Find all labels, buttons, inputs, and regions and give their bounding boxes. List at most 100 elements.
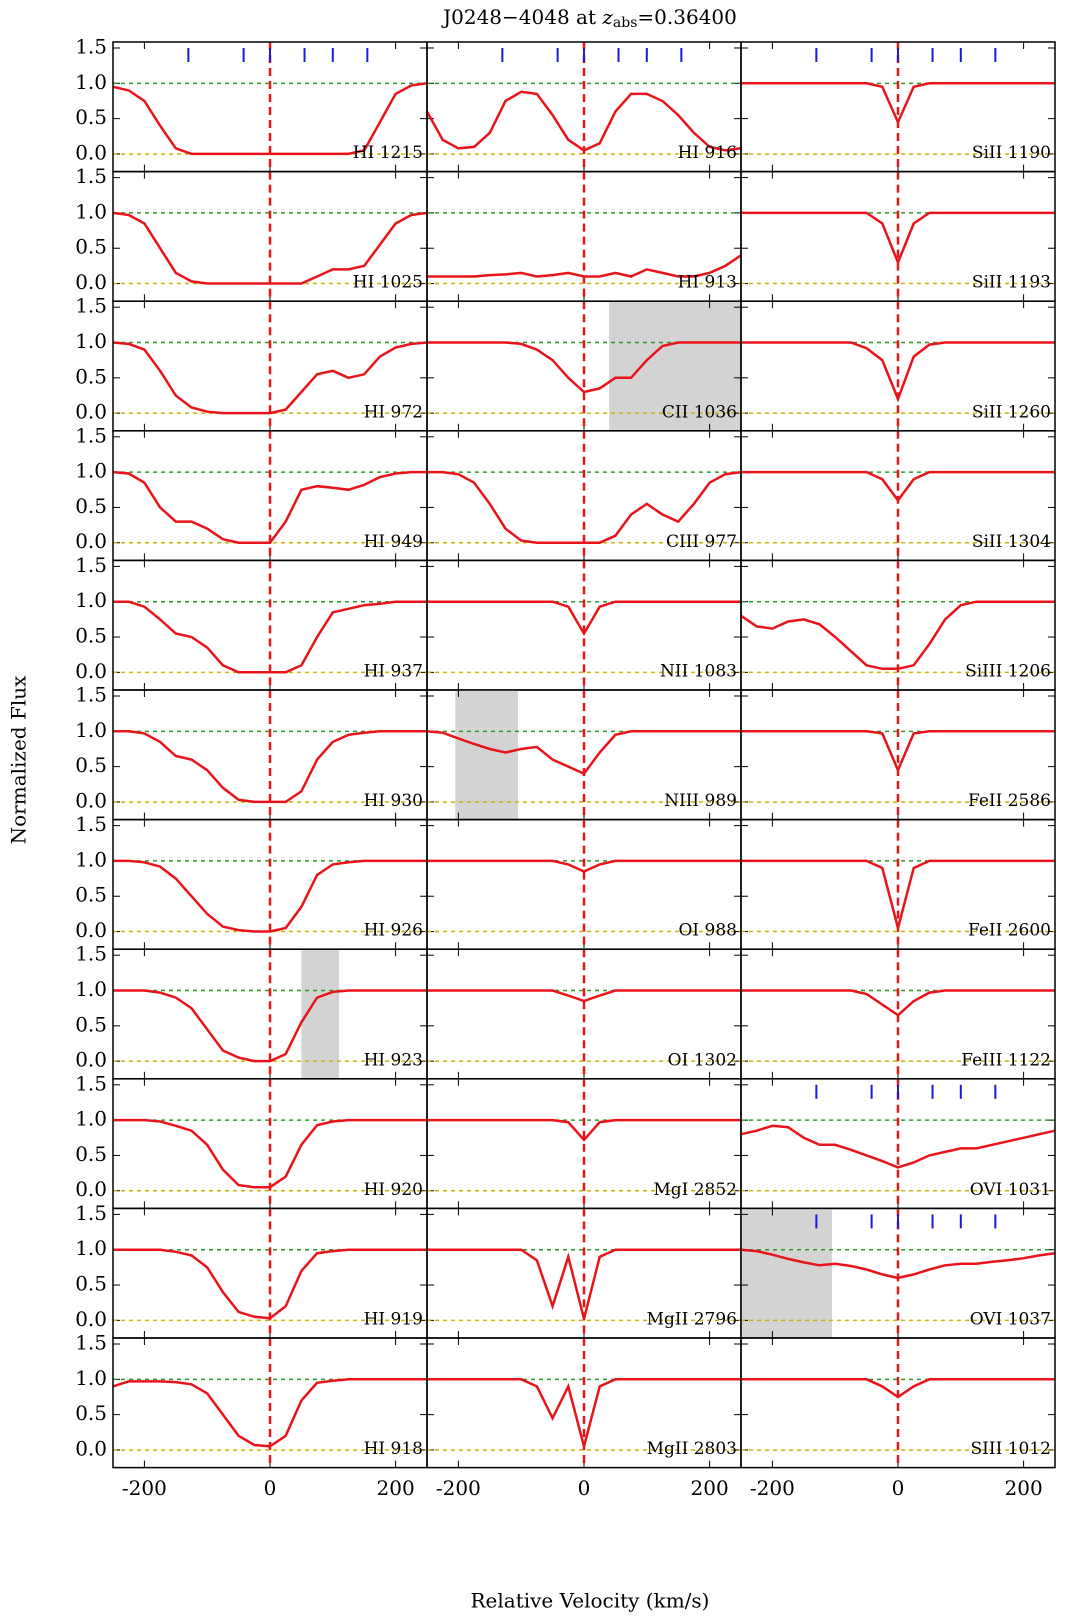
- title-var: z: [601, 5, 613, 29]
- x-tick-label: 0: [264, 1476, 277, 1500]
- y-tick-label: 0.5: [75, 105, 107, 129]
- model-profile: [427, 1118, 741, 1142]
- y-tick-label: 0.0: [75, 788, 107, 812]
- model-profile: [112, 82, 428, 156]
- line-label: SiII 1304: [972, 532, 1051, 552]
- model-profile: [113, 730, 427, 804]
- x-tick-label: -200: [122, 1476, 167, 1500]
- line-label: FeII 2586: [968, 791, 1051, 811]
- model-profile: [113, 859, 427, 933]
- line-label: CII 1036: [662, 402, 737, 422]
- model-profile: [741, 989, 1055, 1017]
- y-tick-label: 1.0: [75, 70, 107, 94]
- y-tick-label: 0.0: [75, 1436, 107, 1460]
- x-tick-label: 200: [1005, 1476, 1043, 1500]
- model-profile: [112, 211, 428, 285]
- model-profile: [113, 1118, 427, 1189]
- y-tick-label: 1.0: [75, 329, 107, 353]
- y-tick-label: 1.5: [75, 683, 107, 707]
- line-label: HI 972: [364, 402, 423, 422]
- model-profile: [740, 1124, 1056, 1169]
- model-profile: [741, 82, 1055, 126]
- line-label: OI 988: [678, 921, 737, 941]
- masked-region: [741, 1208, 833, 1338]
- line-label: HI 1215: [353, 143, 423, 163]
- model-profile: [427, 254, 742, 278]
- line-label: HI 923: [364, 1050, 423, 1070]
- line-label: NIII 989: [664, 791, 737, 811]
- masked-region: [455, 690, 519, 820]
- model-profile: [741, 211, 1055, 266]
- x-tick-label: -200: [750, 1476, 795, 1500]
- line-label: SiII 1193: [972, 273, 1051, 293]
- y-tick-label: 0.5: [75, 364, 107, 388]
- line-label: SiII 1190: [972, 143, 1051, 163]
- y-tick-label: 0.5: [75, 1272, 107, 1296]
- line-label: HI 926: [364, 921, 423, 941]
- y-tick-label: 1.5: [75, 164, 107, 188]
- model-profile: [741, 859, 1055, 933]
- model-profile: [426, 730, 741, 776]
- y-tick-label: 1.5: [75, 1201, 107, 1225]
- line-label: HI 949: [364, 532, 423, 552]
- line-label: HI 920: [364, 1180, 423, 1200]
- line-label: HI 930: [364, 791, 423, 811]
- line-label: SiIII 1206: [965, 662, 1051, 682]
- y-tick-label: 0.0: [75, 1307, 107, 1331]
- y-tick-label: 1.0: [75, 459, 107, 483]
- y-tick-label: 0.5: [75, 1142, 107, 1166]
- line-label: FeII 2600: [968, 921, 1051, 941]
- line-label: SiII 1260: [972, 402, 1051, 422]
- x-tick-label: 0: [578, 1476, 591, 1500]
- y-tick-label: 0.5: [75, 1012, 107, 1036]
- model-profile: [112, 341, 428, 415]
- y-tick-label: 1.0: [75, 718, 107, 742]
- model-profile: [425, 90, 742, 152]
- y-tick-label: 0.0: [75, 659, 107, 683]
- y-tick-label: 1.5: [75, 812, 107, 836]
- y-tick-label: 1.5: [75, 423, 107, 447]
- line-label: MgII 2796: [647, 1310, 737, 1330]
- line-label: CIII 977: [666, 532, 737, 552]
- model-profile: [427, 600, 741, 636]
- model-profile: [427, 1378, 741, 1452]
- y-tick-label: 1.5: [75, 35, 107, 59]
- model-profile: [427, 989, 741, 1003]
- x-tick-label: 200: [377, 1476, 415, 1500]
- model-profile: [427, 341, 741, 394]
- y-tick-label: 0.5: [75, 494, 107, 518]
- title-text: J0248−4048 at: [441, 5, 602, 29]
- line-label: HI 937: [364, 662, 423, 682]
- y-tick-label: 0.0: [75, 1048, 107, 1072]
- model-profile: [741, 341, 1055, 403]
- chart-title: J0248−4048 at zabs=0.36400: [441, 5, 737, 32]
- line-label: FeIII 1122: [961, 1050, 1051, 1070]
- y-tick-label: 0.0: [75, 529, 107, 553]
- y-tick-label: 1.5: [75, 294, 107, 318]
- model-profile: [113, 1248, 427, 1320]
- y-tick-label: 0.5: [75, 883, 107, 907]
- y-tick-label: 1.0: [75, 977, 107, 1001]
- y-tick-label: 0.0: [75, 140, 107, 164]
- model-profile: [427, 1248, 741, 1320]
- model-profile: [112, 1378, 427, 1448]
- y-tick-label: 0.5: [75, 624, 107, 648]
- y-tick-label: 0.5: [75, 235, 107, 259]
- model-profile: [741, 1378, 1055, 1399]
- line-label: HI 919: [364, 1310, 423, 1330]
- line-label: OI 1302: [668, 1050, 737, 1070]
- y-tick-label: 0.0: [75, 1177, 107, 1201]
- model-profile: [113, 989, 427, 1063]
- model-profile: [740, 1248, 1056, 1280]
- model-profile: [741, 730, 1055, 774]
- x-tick-label: -200: [436, 1476, 481, 1500]
- y-tick-label: 1.5: [75, 1331, 107, 1355]
- y-tick-label: 1.0: [75, 1236, 107, 1260]
- y-tick-label: 1.0: [75, 1366, 107, 1390]
- y-tick-label: 0.0: [75, 270, 107, 294]
- title-value: =0.36400: [637, 5, 736, 29]
- y-tick-label: 0.5: [75, 753, 107, 777]
- model-profile: [427, 859, 741, 873]
- line-label: HI 1025: [353, 273, 423, 293]
